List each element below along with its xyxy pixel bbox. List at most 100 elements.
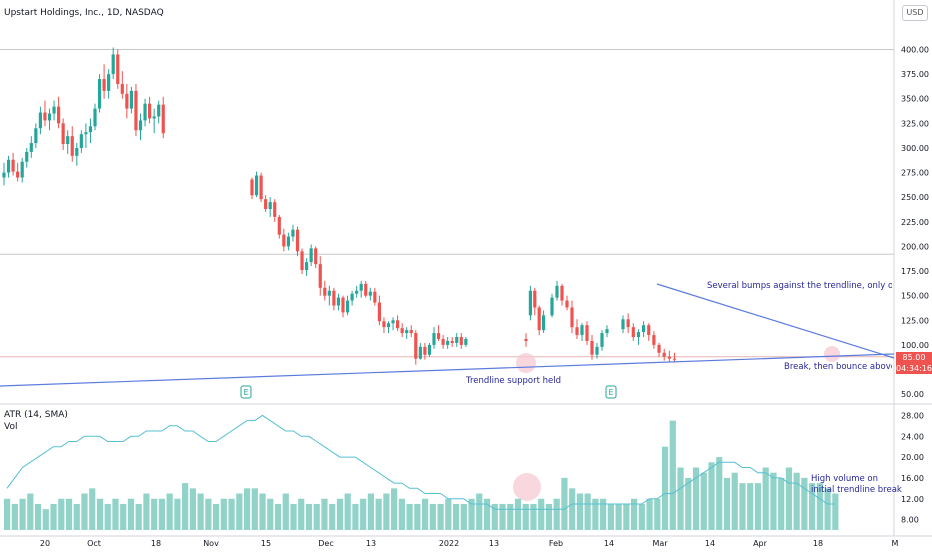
candle-body: [264, 199, 268, 210]
candle-body: [75, 147, 79, 156]
volume-bar: [282, 493, 289, 530]
candle: [264, 195, 268, 212]
candle: [355, 285, 359, 298]
time-tick-label: 14: [604, 539, 614, 548]
candle-body: [6, 159, 11, 173]
volume-bar: [143, 493, 150, 530]
candle: [672, 352, 677, 363]
candle-body: [138, 120, 143, 131]
volume-bar: [468, 498, 475, 530]
volume-bar: [151, 498, 158, 530]
candle-body: [61, 123, 65, 145]
volume-bar: [739, 483, 746, 530]
candle: [61, 118, 65, 150]
candle: [432, 327, 436, 349]
price-tick-label: 200.00: [901, 242, 929, 251]
candle-body: [590, 340, 594, 355]
volume-bar: [243, 488, 251, 530]
candle: [323, 280, 327, 301]
candle-body: [97, 79, 102, 109]
candle: [34, 123, 38, 148]
candle: [314, 246, 318, 269]
candle: [52, 100, 56, 121]
candle-body: [125, 93, 129, 109]
candle: [295, 226, 300, 257]
candle: [16, 162, 20, 182]
volume-bar: [669, 420, 676, 530]
candle-body: [662, 352, 666, 357]
candle: [667, 350, 671, 363]
volume-bar: [174, 498, 181, 530]
candle-body: [386, 323, 391, 328]
volume-bar: [406, 503, 413, 530]
volume-bar: [228, 498, 235, 530]
time-tick-label: 20: [40, 539, 50, 548]
volume-bar: [414, 503, 421, 530]
candle-body: [642, 325, 646, 333]
candle-body: [368, 291, 372, 296]
volume-bar: [615, 503, 622, 530]
candle-body: [148, 103, 152, 119]
candle-body: [391, 320, 395, 324]
candle: [47, 108, 52, 131]
candle: [455, 333, 459, 347]
candle: [537, 305, 541, 336]
candle: [66, 130, 70, 154]
candle-body: [47, 113, 52, 121]
currency-button[interactable]: USD: [902, 5, 928, 21]
earnings-marker-box: [240, 385, 252, 399]
candle: [152, 108, 156, 134]
volume-bar: [530, 503, 537, 530]
price-tick-label: 375.00: [901, 70, 929, 79]
candle-body: [595, 346, 599, 355]
candle: [621, 315, 625, 334]
candle-body: [409, 330, 413, 334]
volume-bar: [205, 498, 212, 530]
volume-bar: [313, 503, 320, 530]
candle-body: [259, 175, 263, 200]
volume-bar: [34, 503, 42, 530]
candle: [657, 342, 661, 357]
volume-bar: [158, 498, 166, 530]
candle: [652, 331, 656, 349]
volume-bar: [708, 462, 715, 530]
candle-body: [295, 229, 300, 252]
candle: [318, 256, 322, 296]
annotation-volume-line1: High volume on: [811, 474, 879, 484]
candle: [273, 199, 277, 222]
volume-bar: [127, 498, 135, 530]
candle-body: [341, 297, 345, 313]
candle-body: [268, 202, 272, 210]
atr-tick-label: 16.00: [901, 474, 924, 483]
price-tick-label: 225.00: [901, 218, 929, 227]
candle: [359, 280, 363, 298]
candle: [533, 287, 537, 316]
volume-bar: [135, 503, 142, 530]
candle: [332, 287, 336, 311]
volume-bar: [607, 503, 614, 530]
volume-bar: [352, 503, 359, 530]
price-tick-label: 400.00: [901, 46, 929, 55]
candle-body: [565, 300, 569, 308]
candle-body: [560, 285, 564, 301]
candle: [377, 295, 381, 326]
volume-bar: [646, 498, 653, 530]
atr-tick-label: 8.00: [901, 516, 919, 525]
volume-bar: [576, 493, 584, 530]
candle-body: [621, 319, 625, 330]
candle: [642, 321, 646, 338]
volume-bar: [321, 498, 328, 530]
candle: [386, 321, 391, 334]
volume-bar: [259, 493, 266, 530]
candle-body: [432, 333, 436, 345]
volume-bar: [305, 503, 313, 530]
candle-body: [88, 126, 93, 133]
candle: [11, 152, 15, 176]
volume-bar: [11, 503, 18, 530]
volume-bar: [274, 503, 282, 530]
candle-body: [464, 338, 468, 345]
candle: [396, 315, 400, 332]
candle: [79, 130, 83, 153]
volume-bar: [754, 483, 762, 530]
volume-bar: [677, 467, 684, 530]
